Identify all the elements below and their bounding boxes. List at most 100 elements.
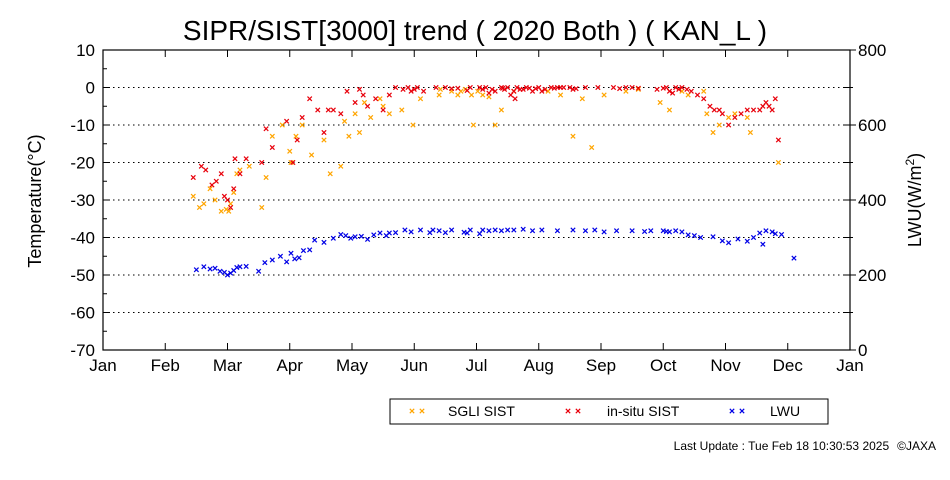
point-lwu [321,239,327,245]
point-lwu [629,228,635,234]
point-in-situ-sist [294,137,300,143]
point-in-situ-sist [290,159,296,166]
chart-title: SIPR/SIST[3000] trend ( 2020 Both ) ( KA… [183,15,767,46]
point-in-situ-sist [237,171,243,177]
point-lwu [554,228,561,234]
point-in-situ-sist [364,103,371,109]
point-sgli-sist [356,129,363,136]
point-sgli-sist [436,92,442,98]
legend-label: LWU [770,403,800,419]
point-sgli-sist [589,144,595,151]
point-in-situ-sist [476,84,483,91]
point-sgli-sist [321,137,327,143]
point-sgli-sist [327,171,333,177]
point-in-situ-sist [352,99,358,106]
point-lwu [760,241,766,247]
x-tick-label: Aug [524,356,554,375]
point-in-situ-sist [408,88,414,94]
point-sgli-sist [701,88,707,94]
y-tick-label: -50 [70,266,95,285]
y-tick-label: 0 [86,79,95,98]
y-tick-label: -40 [70,229,95,248]
point-in-situ-sist [533,86,539,92]
point-in-situ-sist [259,159,265,166]
legend-box [389,398,829,425]
point-in-situ-sist [772,96,778,102]
point-in-situ-sist [338,111,344,117]
point-in-situ-sist [617,86,623,92]
point-sgli-sist [338,163,344,169]
y-axis-label: Temperature(°C) [25,134,45,267]
point-lwu [666,229,673,235]
point-lwu [417,227,424,233]
point-lwu [243,263,249,269]
point-in-situ-sist [360,92,366,98]
point-in-situ-sist [676,86,682,92]
point-in-situ-sist [673,84,679,91]
point-sgli-sist [352,111,358,117]
legend-label: in-situ SIST [607,403,680,419]
point-lwu [364,236,371,242]
point-in-situ-sist [356,86,363,92]
point-lwu [772,231,778,237]
point-in-situ-sist [744,107,750,113]
point-in-situ-sist [684,86,690,92]
point-in-situ-sist [750,107,757,113]
point-lwu [648,228,654,234]
point-in-situ-sist [610,84,617,91]
point-in-situ-sist [520,86,526,92]
x-tick-label: May [336,356,369,375]
point-lwu [442,230,448,236]
point-in-situ-sist [315,107,321,113]
point-in-situ-sist [263,126,269,132]
point-in-situ-sist [679,84,685,91]
point-in-situ-sist [629,84,635,91]
point-in-situ-sist [480,86,486,92]
point-lwu [520,226,526,232]
point-lwu [601,229,607,235]
point-in-situ-sist [711,107,717,113]
point-lwu [237,264,243,270]
point-in-situ-sist [567,84,573,91]
point-sgli-sist [368,114,374,121]
y2-tick-label: 800 [858,41,886,60]
y-tick-label: -60 [70,304,95,323]
y2-axis-label: LWU(W/m2) [903,153,925,247]
y-tick-label: -30 [70,191,95,210]
point-sgli-sist [201,201,207,207]
point-lwu [725,240,732,246]
point-lwu [408,229,414,235]
point-sgli-sist [386,111,392,117]
point-lwu [710,234,716,240]
point-lwu [358,233,364,239]
point-in-situ-sist [669,90,676,96]
point-in-situ-sist [455,85,461,91]
point-sgli-sist [190,193,196,199]
point-in-situ-sist [400,86,406,92]
x-tick-label: Jan [836,356,863,375]
point-lwu [269,257,275,263]
point-in-situ-sist [218,171,224,177]
point-in-situ-sist [467,84,473,91]
point-lwu [467,227,473,233]
x-tick-label: Feb [151,356,180,375]
point-in-situ-sist [190,174,196,181]
x-tick-label: Oct [650,356,677,375]
point-lwu [448,227,455,233]
point-lwu [691,233,697,239]
point-sgli-sist [704,111,710,117]
point-sgli-sist [725,114,732,121]
point-in-situ-sist [433,84,439,91]
point-in-situ-sist [330,107,336,113]
point-in-situ-sist [725,122,732,128]
point-in-situ-sist [414,84,420,91]
point-lwu [613,228,620,234]
point-in-situ-sist [719,111,726,117]
point-in-situ-sist [595,84,601,91]
point-lwu [402,227,408,233]
point-sgli-sist [263,174,269,181]
point-in-situ-sist [325,107,331,113]
point-lwu [486,228,492,234]
point-sgli-sist [196,204,203,211]
